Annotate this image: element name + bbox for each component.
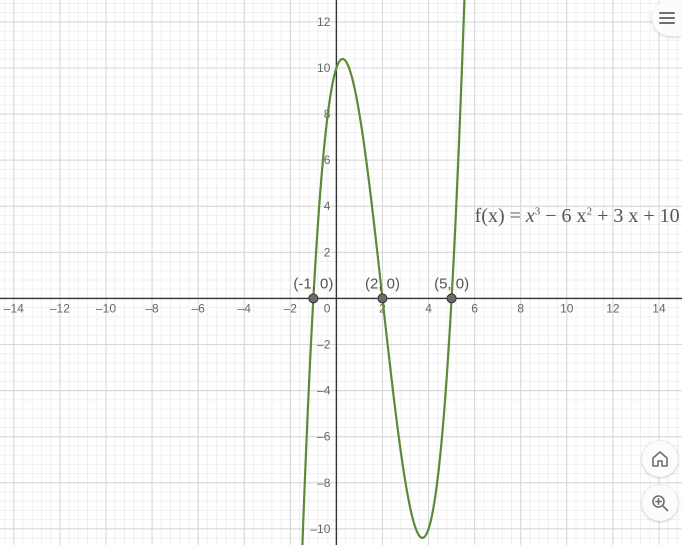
formula-t3: + 3 x + 10	[597, 205, 680, 227]
svg-text:10: 10	[317, 61, 331, 75]
formula-t2: − 6 x	[545, 205, 586, 227]
formula-exp2: 2	[587, 206, 593, 218]
formula-eq: =	[510, 205, 526, 227]
svg-text:8: 8	[517, 301, 524, 315]
root-point	[378, 294, 387, 303]
home-button[interactable]	[642, 441, 678, 477]
svg-text:6: 6	[471, 301, 478, 315]
svg-text:–4: –4	[317, 384, 331, 398]
formula-fx: f(x)	[475, 205, 505, 227]
root-point-label: (2, 0)	[365, 276, 400, 293]
home-icon	[651, 451, 669, 467]
svg-text:–8: –8	[145, 301, 159, 315]
function-formula: f(x) = x3 − 6 x2 + 3 x + 10	[475, 205, 680, 228]
svg-text:–2: –2	[317, 338, 331, 352]
svg-text:4: 4	[324, 199, 331, 213]
svg-text:–12: –12	[50, 301, 70, 315]
root-point-label: (5, 0)	[434, 276, 469, 293]
svg-text:10: 10	[560, 301, 574, 315]
root-point-label: (-1, 0)	[293, 276, 333, 293]
svg-text:6: 6	[324, 153, 331, 167]
svg-text:–6: –6	[191, 301, 205, 315]
svg-text:0: 0	[324, 301, 331, 315]
formula-x1: x	[526, 205, 535, 227]
menu-icon	[659, 12, 675, 24]
menu-button[interactable]	[652, 0, 682, 36]
root-point	[447, 294, 456, 303]
svg-text:14: 14	[652, 301, 666, 315]
root-point	[309, 294, 318, 303]
svg-text:–4: –4	[238, 301, 252, 315]
svg-text:–6: –6	[317, 430, 331, 444]
svg-text:2: 2	[324, 245, 331, 259]
zoom-in-icon	[651, 494, 669, 512]
formula-exp1: 3	[535, 206, 541, 218]
svg-text:–8: –8	[317, 476, 331, 490]
chart-container: –14 –12 –10 –8 –6 –4 –2 0 2 4 6 8 10 12 14 –10 –8 –6 –4 –2 2…	[0, 0, 682, 545]
svg-text:–10: –10	[96, 301, 116, 315]
svg-text:–2: –2	[284, 301, 298, 315]
svg-text:12: 12	[317, 15, 331, 29]
svg-text:–10: –10	[310, 522, 330, 536]
svg-text:–14: –14	[4, 301, 24, 315]
zoom-in-button[interactable]	[642, 485, 678, 521]
svg-text:4: 4	[425, 301, 432, 315]
svg-text:12: 12	[606, 301, 620, 315]
cartesian-plot: –14 –12 –10 –8 –6 –4 –2 0 2 4 6 8 10 12 14 –10 –8 –6 –4 –2 2…	[0, 0, 682, 545]
